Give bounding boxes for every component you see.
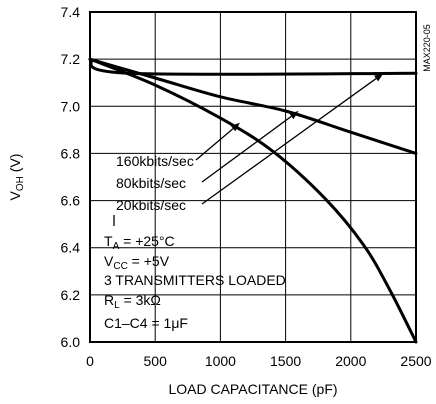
condition-rl-rest: = 3kΩ <box>120 292 161 308</box>
x-axis-title: LOAD CAPACITANCE (pF) <box>168 381 337 397</box>
label-arrowhead <box>289 111 299 120</box>
y-tick-label: 7.4 <box>61 4 81 20</box>
condition-rl: RL = 3kΩ <box>104 292 161 311</box>
y-tick-label: 7.0 <box>61 98 81 114</box>
x-tick-label: 2000 <box>335 353 366 369</box>
x-tick-label: 2500 <box>400 353 431 369</box>
y-tick-label: 6.6 <box>61 193 81 209</box>
label-leader-line <box>195 128 234 161</box>
y-axis-title: VOH (V) <box>7 154 26 201</box>
curve-layer <box>88 57 418 344</box>
series-line-20kbps <box>88 57 418 76</box>
condition-ta: TA = +25°C <box>104 233 175 252</box>
plot-frame <box>89 11 417 343</box>
y-axis-title-sub: OH <box>15 176 26 191</box>
condition-c1c4-main: C1–C4 = 1μF <box>104 315 188 331</box>
x-tick-label: 1000 <box>205 353 236 369</box>
condition-vcc-main: V <box>104 253 114 269</box>
series-line-160kbps <box>88 57 418 344</box>
y-tick-label: 6.4 <box>61 240 81 256</box>
condition-vcc: VCC = +5V <box>104 253 170 272</box>
label-leader-line <box>201 78 377 205</box>
y-tick-label: 7.2 <box>61 51 81 67</box>
series-label-80: 80kbits/sec <box>116 175 186 191</box>
x-tick-label: 500 <box>144 353 168 369</box>
grid-layer <box>90 12 416 342</box>
tick-layer: 6.0 6.2 6.4 6.6 6.8 7.0 7.2 7.4 0 500 1000 1500 2000… <box>61 4 432 369</box>
x-tick-label: 0 <box>86 353 94 369</box>
y-tick-label: 6.8 <box>61 145 81 161</box>
x-tick-label: 1500 <box>270 353 301 369</box>
label-leader-line <box>201 115 292 183</box>
series-label-160: 160kbits/sec <box>116 153 194 169</box>
figure-code: MAX220-05 <box>422 24 432 72</box>
label-arrowhead <box>374 73 384 82</box>
y-axis-title-main: V <box>7 190 23 200</box>
condition-transmitters: 3 TRANSMITTERS LOADED <box>104 272 286 288</box>
condition-rl-sub: L <box>114 300 120 311</box>
series-line-80kbps <box>88 57 418 155</box>
condition-vcc-sub: CC <box>113 261 127 272</box>
conditions-block: TA = +25°C VCC = +5V 3 TRANSMITTERS LOAD… <box>104 233 286 331</box>
condition-ta-rest: = +25°C <box>119 233 174 249</box>
label-arrowhead <box>230 122 240 132</box>
series-label-20: 20kbits/sec <box>116 197 186 213</box>
y-tick-label: 6.2 <box>61 287 81 303</box>
condition-ta-main: T <box>104 233 113 249</box>
condition-rl-main: R <box>104 292 114 308</box>
condition-transmitters-main: 3 TRANSMITTERS LOADED <box>104 272 286 288</box>
y-tick-label: 6.0 <box>61 334 81 350</box>
leader-layer <box>195 73 384 205</box>
y-axis-title-unit: (V) <box>7 154 23 177</box>
series-labels: 160kbits/sec 80kbits/sec 20kbits/sec <box>116 153 194 213</box>
condition-c1c4: C1–C4 = 1μF <box>104 315 188 331</box>
condition-ta-sub: A <box>113 241 120 252</box>
condition-vcc-rest: = +5V <box>128 253 170 269</box>
